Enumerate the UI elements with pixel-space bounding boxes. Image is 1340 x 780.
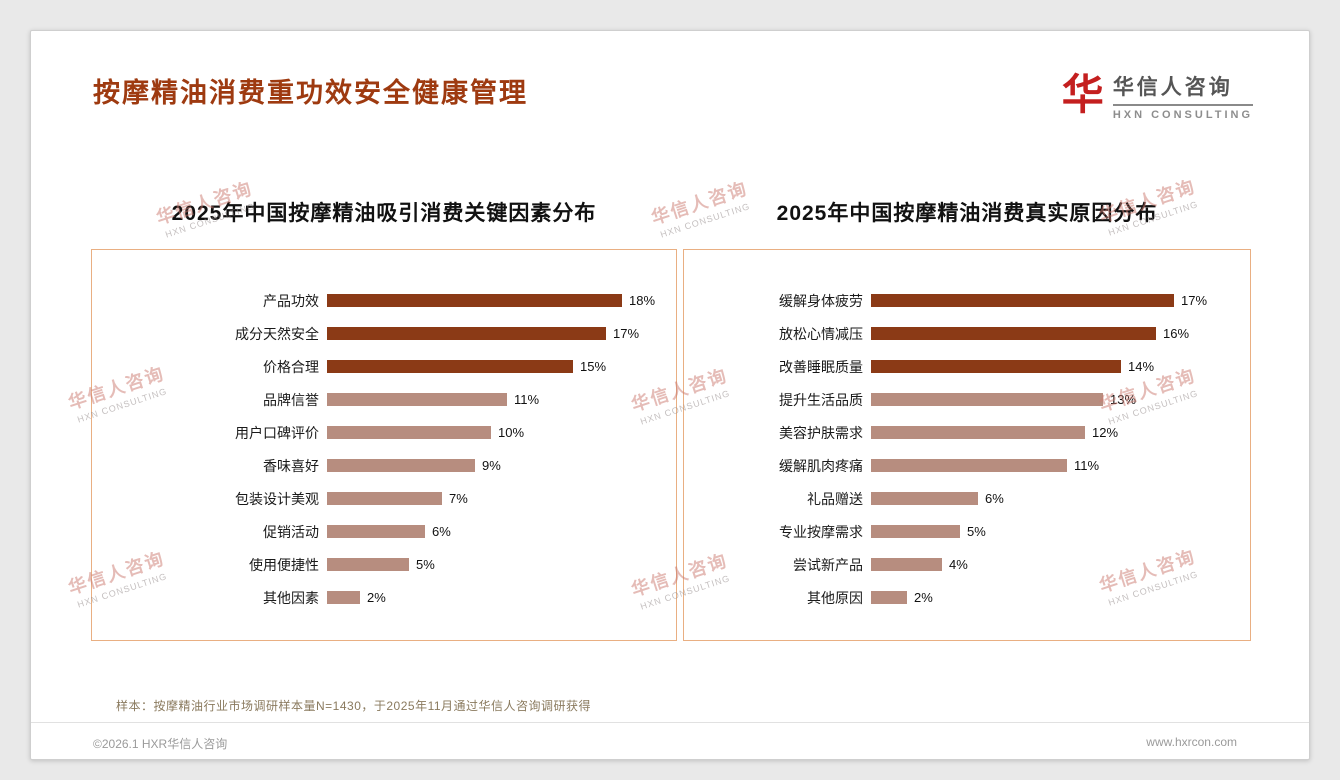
- bar-category-label: 使用便捷性: [249, 556, 319, 573]
- chart-block-left: 2025年中国按摩精油吸引消费关键因素分布 产品功效 18% 成分天然安全 17% 价格…: [91, 197, 677, 641]
- bar: [871, 459, 1067, 472]
- bar-category-label: 促销活动: [263, 523, 319, 540]
- logo-text: 华信人咨询 HXN CONSULTING: [1112, 71, 1253, 121]
- bar-value-label: 14%: [1128, 359, 1155, 374]
- bar: [871, 327, 1156, 340]
- bar-category-label: 礼品赠送: [807, 490, 863, 507]
- bar-value-label: 5%: [967, 524, 986, 539]
- bar-value-label: 11%: [1074, 458, 1100, 473]
- bar-row: 提升生活品质 13%: [696, 383, 1242, 416]
- bar: [327, 558, 409, 571]
- bar: [871, 426, 1085, 439]
- website-link[interactable]: www.hxrcon.com: [1146, 735, 1237, 749]
- bar-category-label: 美容护肤需求: [779, 424, 863, 441]
- bar-category-label: 其他因素: [263, 589, 319, 606]
- bar-category-label: 放松心情减压: [779, 325, 863, 342]
- bar-category-label: 改善睡眠质量: [779, 358, 863, 375]
- bar-value-label: 9%: [482, 458, 501, 473]
- bar-row: 美容护肤需求 12%: [696, 416, 1242, 449]
- bar-category-label: 成分天然安全: [235, 325, 319, 342]
- bar-chart-left: 产品功效 18% 成分天然安全 17% 价格合理 15% 品牌信誉 11% 用户口碑评价 10% 香…: [91, 249, 677, 641]
- chart-block-right: 2025年中国按摩精油消费真实原因分布 缓解身体疲劳 17% 放松心情减压 16% 改善…: [683, 197, 1251, 641]
- bar: [871, 492, 978, 505]
- charts-section: 2025年中国按摩精油吸引消费关键因素分布 产品功效 18% 成分天然安全 17% 价格…: [31, 197, 1309, 641]
- bar: [871, 558, 942, 571]
- logo-glyph-icon: 华: [1061, 73, 1104, 119]
- bar-value-label: 2%: [367, 590, 386, 605]
- bar-row: 缓解身体疲劳 17%: [696, 284, 1242, 317]
- bar: [871, 591, 907, 604]
- bar: [327, 393, 507, 406]
- bar: [871, 360, 1121, 373]
- bar-row: 其他因素 2%: [104, 581, 668, 614]
- chart-title-left: 2025年中国按摩精油吸引消费关键因素分布: [171, 202, 597, 225]
- bar: [327, 426, 491, 439]
- bar-category-label: 缓解肌肉疼痛: [779, 457, 863, 474]
- logo-name-en: HXN CONSULTING: [1112, 109, 1253, 121]
- bar-value-label: 17%: [1181, 293, 1208, 308]
- sample-note: 样本：按摩精油行业市场调研样本量N=1430，于2025年11月通过华信人咨询调…: [116, 699, 592, 713]
- bar-row: 价格合理 15%: [104, 350, 668, 383]
- bar-value-label: 10%: [498, 425, 525, 440]
- page-footer: ©2026.1 HXR华信人咨询 www.hxrcon.com: [31, 722, 1309, 752]
- company-logo: 华 华信人咨询 HXN CONSULTING: [1062, 71, 1253, 121]
- page-header: 按摩精油消费重功效安全健康管理 华 华信人咨询 HXN CONSULTING: [31, 31, 1309, 121]
- bar: [327, 459, 475, 472]
- bar-value-label: 16%: [1163, 326, 1190, 341]
- bar-row: 产品功效 18%: [104, 284, 668, 317]
- report-card: 华信人咨询 HXN CONSULTING 华信人咨询 HXN CONSULTIN…: [30, 30, 1310, 760]
- bar-category-label: 尝试新产品: [793, 556, 863, 573]
- logo-name-cn: 华信人咨询: [1112, 71, 1253, 106]
- bar-row: 使用便捷性 5%: [104, 548, 668, 581]
- bar-category-label: 专业按摩需求: [779, 523, 863, 540]
- bar: [871, 393, 1103, 406]
- bar-row: 促销活动 6%: [104, 515, 668, 548]
- bar-row: 成分天然安全 17%: [104, 317, 668, 350]
- bar-row: 香味喜好 9%: [104, 449, 668, 482]
- bar-value-label: 4%: [949, 557, 968, 572]
- bar: [327, 525, 425, 538]
- bar-row: 专业按摩需求 5%: [696, 515, 1242, 548]
- bar-row: 礼品赠送 6%: [696, 482, 1242, 515]
- bar: [327, 591, 360, 604]
- bar-value-label: 7%: [449, 491, 468, 506]
- bar-row: 缓解肌肉疼痛 11%: [696, 449, 1242, 482]
- bar-row: 包装设计美观 7%: [104, 482, 668, 515]
- bar-category-label: 其他原因: [807, 589, 863, 606]
- page-title: 按摩精油消费重功效安全健康管理: [93, 78, 528, 108]
- bar-value-label: 5%: [416, 557, 435, 572]
- bar-category-label: 缓解身体疲劳: [779, 292, 863, 309]
- bar: [327, 327, 606, 340]
- bar-value-label: 15%: [580, 359, 607, 374]
- bar-category-label: 价格合理: [263, 358, 319, 375]
- bar: [327, 360, 573, 373]
- bar-row: 尝试新产品 4%: [696, 548, 1242, 581]
- bar-row: 改善睡眠质量 14%: [696, 350, 1242, 383]
- bar-value-label: 6%: [432, 524, 451, 539]
- bar-category-label: 品牌信誉: [263, 391, 319, 408]
- bar-value-label: 13%: [1110, 392, 1137, 407]
- bar-value-label: 2%: [914, 590, 933, 605]
- bar-row: 其他原因 2%: [696, 581, 1242, 614]
- bar-category-label: 香味喜好: [263, 457, 319, 474]
- copyright-text: ©2026.1 HXR华信人咨询: [93, 737, 228, 751]
- bar: [871, 294, 1174, 307]
- bar: [327, 492, 442, 505]
- bar-category-label: 包装设计美观: [235, 490, 319, 507]
- bar-row: 放松心情减压 16%: [696, 317, 1242, 350]
- chart-title-right: 2025年中国按摩精油消费真实原因分布: [776, 202, 1158, 225]
- bar: [327, 294, 622, 307]
- bar-value-label: 6%: [985, 491, 1004, 506]
- bar-value-label: 18%: [629, 293, 656, 308]
- bar: [871, 525, 960, 538]
- bar-value-label: 11%: [514, 392, 540, 407]
- bar-category-label: 提升生活品质: [779, 391, 863, 408]
- bar-category-label: 用户口碑评价: [235, 424, 319, 441]
- bar-row: 品牌信誉 11%: [104, 383, 668, 416]
- bar-chart-right: 缓解身体疲劳 17% 放松心情减压 16% 改善睡眠质量 14% 提升生活品质 13% 美容护肤…: [683, 249, 1251, 641]
- bar-category-label: 产品功效: [263, 292, 319, 309]
- bar-value-label: 12%: [1092, 425, 1119, 440]
- bar-value-label: 17%: [613, 326, 640, 341]
- bar-row: 用户口碑评价 10%: [104, 416, 668, 449]
